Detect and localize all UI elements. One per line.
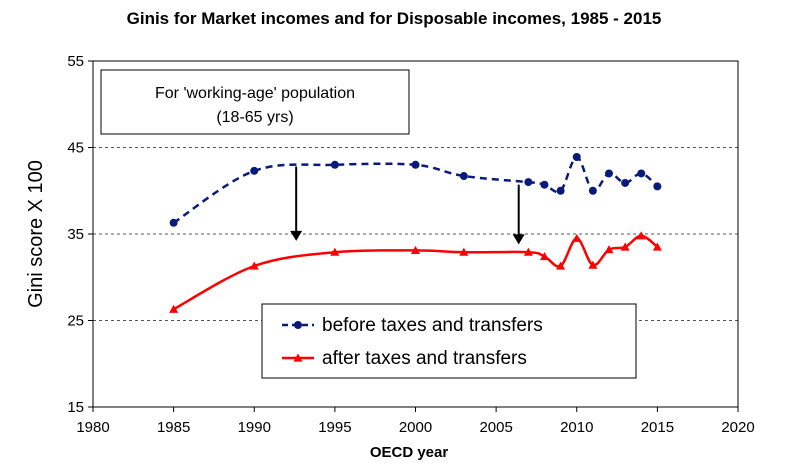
chart-title: Ginis for Market incomes and for Disposa…: [127, 9, 662, 28]
legend-marker-before: [294, 321, 302, 329]
x-tick-label-1990: 1990: [238, 419, 271, 436]
legend-label-after: after taxes and transfers: [322, 348, 527, 369]
point-before-2010: [572, 153, 581, 162]
x-tick-label-2010: 2010: [560, 419, 593, 436]
y-tick-label-35: 35: [67, 226, 84, 243]
annotation-line-2: (18-65 yrs): [216, 109, 293, 126]
point-before-1990: [250, 166, 259, 175]
point-after-1985: [169, 304, 179, 313]
legend-marker-after: [293, 353, 303, 362]
point-before-2008: [540, 180, 549, 189]
x-tick-label-2015: 2015: [641, 419, 674, 436]
point-before-2012: [605, 169, 613, 178]
x-tick-label-2005: 2005: [479, 419, 512, 436]
point-before-2000: [411, 160, 420, 169]
x-tick-label-1995: 1995: [318, 419, 351, 436]
point-after-2011: [588, 260, 598, 269]
y-axis-title: Gini score X 100: [25, 160, 47, 308]
point-before-2011: [588, 186, 597, 195]
point-after-1990: [249, 261, 259, 270]
y-axis: 15 25 35 45 55: [67, 53, 93, 416]
legend-label-before: before taxes and transfers: [322, 315, 543, 336]
point-after-2009: [556, 261, 566, 270]
legend-box: [261, 303, 637, 379]
point-before-2009: [556, 186, 565, 195]
x-tick-label-1985: 1985: [157, 419, 190, 436]
arrow-head-2: [512, 234, 525, 245]
arrow-head-1: [290, 230, 303, 241]
series-group: [169, 153, 662, 313]
point-after-2010: [572, 233, 582, 242]
point-before-1995: [330, 160, 339, 169]
point-after-2000: [411, 245, 420, 255]
y-tick-label-45: 45: [67, 140, 84, 157]
point-after-2014: [636, 231, 646, 240]
point-before-1985: [169, 218, 178, 227]
point-before-2014: [637, 169, 646, 178]
y-tick-label-15: 15: [67, 399, 84, 416]
arrows-group: [290, 166, 525, 245]
point-before-2013: [621, 178, 630, 187]
annotation-line-1: For 'working-age' population: [155, 85, 355, 102]
point-after-2003: [459, 247, 469, 256]
x-axis: 1980 1985 1990 1995 2000 2005 2010 2015 2020: [76, 407, 755, 436]
point-after-2013: [620, 242, 630, 251]
point-after-1995: [330, 247, 340, 256]
x-tick-label-2020: 2020: [721, 419, 754, 436]
point-after-2007: [523, 247, 533, 256]
x-tick-label-2000: 2000: [399, 419, 432, 436]
point-before-2007: [524, 178, 533, 187]
point-before-2015: [653, 182, 662, 191]
annotation-box: For 'working-age' population (18-65 yrs): [100, 69, 410, 135]
point-after-2012: [604, 245, 614, 254]
point-after-2015: [652, 242, 662, 251]
y-tick-label-55: 55: [67, 53, 84, 70]
point-before-2003: [459, 172, 468, 181]
legend: before taxes and transfers after taxes a…: [261, 303, 637, 379]
point-after-2008: [540, 251, 549, 261]
x-tick-label-1980: 1980: [76, 419, 109, 436]
x-axis-title: OECD year: [370, 444, 449, 461]
y-tick-label-25: 25: [67, 313, 84, 330]
